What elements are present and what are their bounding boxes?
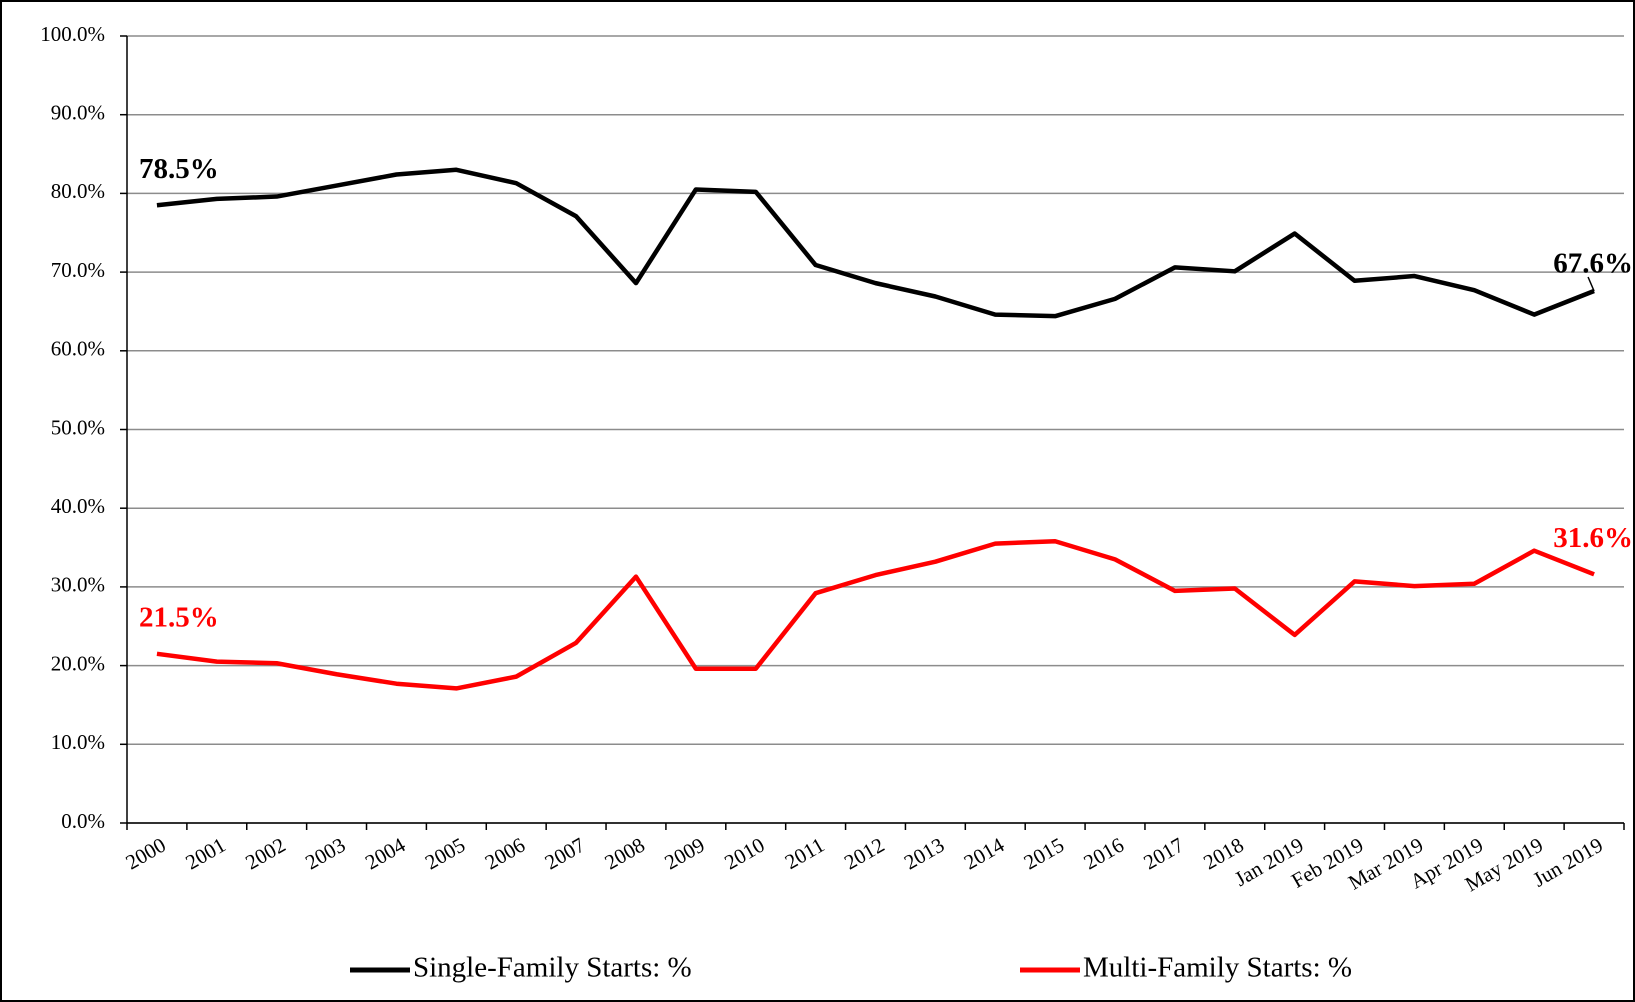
- y-tick-label: 60.0%: [51, 337, 105, 361]
- data-label: 31.6%: [1553, 522, 1633, 554]
- y-tick-label: 10.0%: [51, 730, 105, 754]
- series-line: [156, 167, 1595, 319]
- y-tick-label: 20.0%: [51, 651, 105, 675]
- y-tick-label: 40.0%: [51, 494, 105, 518]
- y-tick-label: 30.0%: [51, 573, 105, 597]
- data-label: 67.6%: [1553, 248, 1633, 280]
- y-tick-label: 0.0%: [61, 809, 105, 833]
- y-tick-label: 100.0%: [40, 22, 105, 46]
- data-label: 78.5%: [139, 153, 219, 185]
- y-tick-label: 80.0%: [51, 179, 105, 203]
- data-label: 21.5%: [139, 601, 219, 633]
- legend-label: Single-Family Starts: %: [413, 952, 692, 984]
- y-tick-label: 90.0%: [51, 101, 105, 125]
- leader-line: [1587, 276, 1595, 292]
- series-line: [156, 539, 1595, 691]
- y-tick-label: 50.0%: [51, 415, 105, 439]
- y-tick-label: 70.0%: [51, 258, 105, 282]
- legend-label: Multi-Family Starts: %: [1083, 952, 1352, 984]
